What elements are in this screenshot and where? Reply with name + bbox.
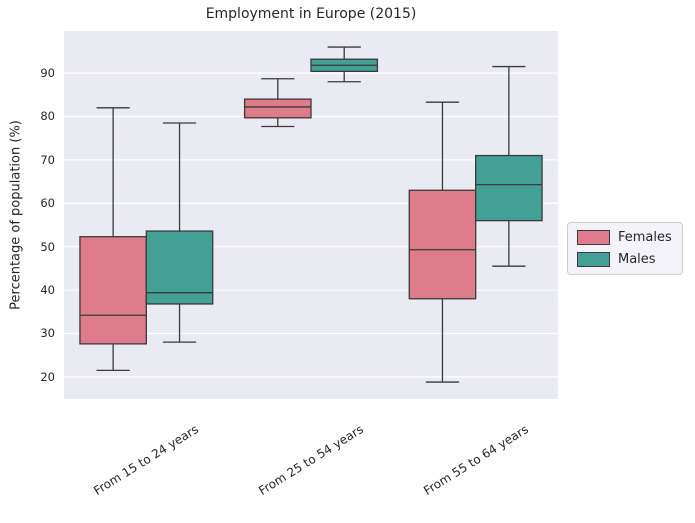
chart-title: Employment in Europe (2015)	[205, 6, 417, 22]
y-tick-label: 40	[40, 283, 55, 298]
box-males-2-iqr	[475, 154, 543, 222]
box-females-0-iqr	[79, 236, 147, 345]
y-tick-label: 60	[40, 196, 55, 211]
legend-label-males: Males	[618, 252, 656, 267]
males-color-swatch	[577, 252, 610, 267]
y-tick-label: 90	[40, 66, 55, 81]
legend: Females Males	[567, 222, 683, 275]
box-males-0-iqr	[145, 230, 214, 305]
females-color-swatch	[577, 230, 610, 245]
legend-item-males: Males	[577, 252, 672, 267]
legend-label-females: Females	[618, 230, 672, 245]
legend-item-females: Females	[577, 230, 672, 245]
y-tick-label: 80	[40, 109, 55, 124]
y-tick-label: 50	[40, 239, 55, 254]
y-tick-label: 20	[40, 369, 55, 384]
y-tick-label: 70	[40, 152, 55, 167]
box-females-1-iqr	[243, 98, 312, 119]
box-females-2-iqr	[408, 189, 477, 300]
y-tick-label: 30	[40, 326, 55, 341]
